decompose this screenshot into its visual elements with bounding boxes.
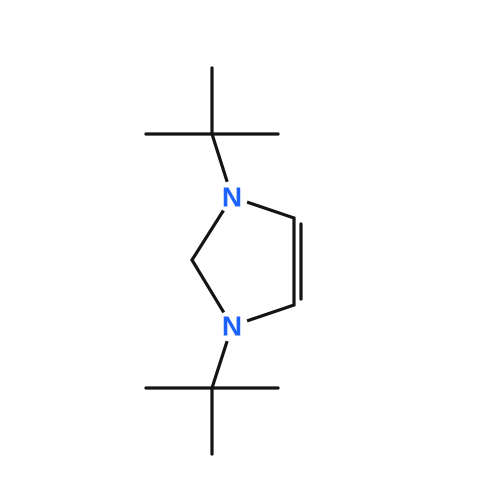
atom-label-n1: N: [222, 182, 242, 213]
atom-label-n2: N: [222, 311, 242, 342]
labels-layer: NN: [216, 181, 248, 342]
molecule-diagram: NN: [0, 0, 500, 500]
bonds-layer: [146, 68, 301, 454]
